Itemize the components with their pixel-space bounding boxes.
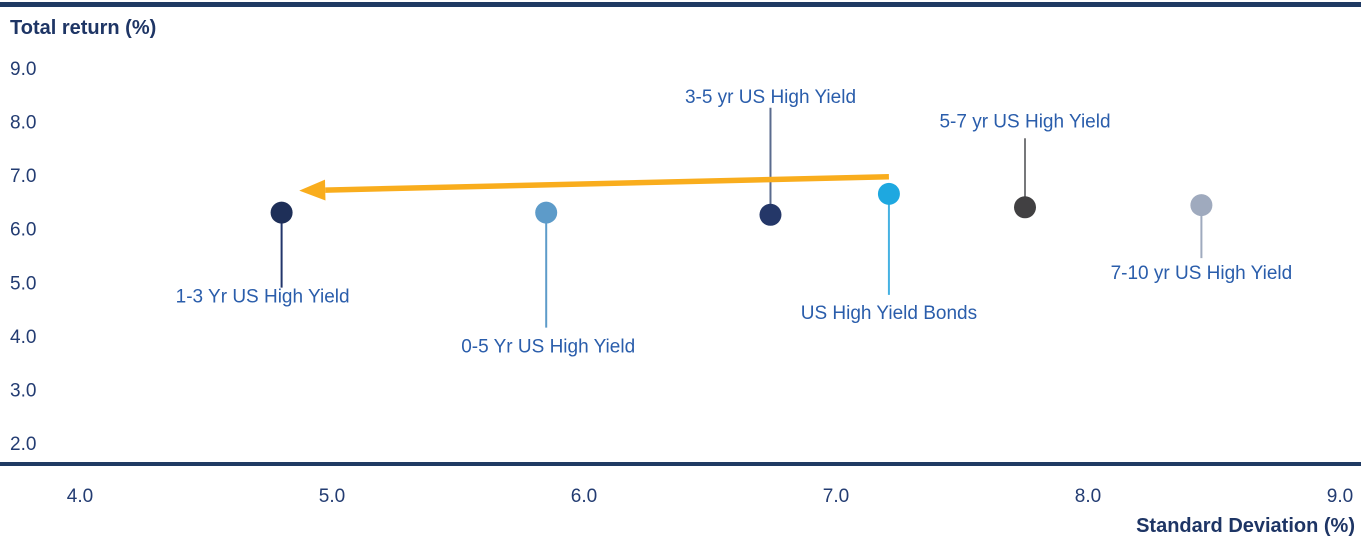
data-point-label: 1-3 Yr US High Yield [176, 287, 350, 308]
data-point-dot [877, 182, 900, 205]
data-point-label: 5-7 yr US High Yield [939, 111, 1110, 132]
y-tick-label: 3.0 [10, 380, 36, 401]
y-tick-label: 4.0 [10, 327, 36, 348]
x-tick-label: 6.0 [571, 486, 597, 507]
y-tick-label: 9.0 [10, 59, 36, 80]
data-point-dot [1014, 196, 1036, 219]
y-tick-label: 6.0 [10, 220, 36, 241]
data-point-dot [270, 201, 293, 224]
y-tick-label: 8.0 [10, 113, 36, 134]
data-point-label: 0-5 Yr US High Yield [461, 337, 635, 358]
data-point-label: 7-10 yr US High Yield [1111, 263, 1293, 284]
x-tick-label: 9.0 [1327, 486, 1353, 507]
x-axis-title: Standard Deviation (%) [1136, 515, 1355, 537]
y-axis-title: Total return (%) [10, 17, 157, 39]
x-axis-line [0, 462, 1361, 466]
data-point-dot [535, 201, 558, 224]
trend-arrow-head [299, 179, 326, 201]
y-tick-label: 5.0 [10, 273, 36, 294]
data-point-dot [1190, 194, 1213, 217]
x-tick-label: 4.0 [67, 486, 93, 507]
trend-arrow-shaft [325, 174, 889, 193]
data-point-label: 3-5 yr US High Yield [685, 87, 856, 108]
x-tick-label: 7.0 [823, 486, 849, 507]
top-rule [0, 2, 1361, 7]
x-tick-label: 5.0 [319, 486, 345, 507]
data-point-label: US High Yield Bonds [801, 303, 977, 324]
x-tick-label: 8.0 [1075, 486, 1101, 507]
data-point-dot [759, 203, 782, 226]
y-tick-label: 7.0 [10, 166, 36, 187]
y-tick-label: 2.0 [10, 434, 36, 455]
